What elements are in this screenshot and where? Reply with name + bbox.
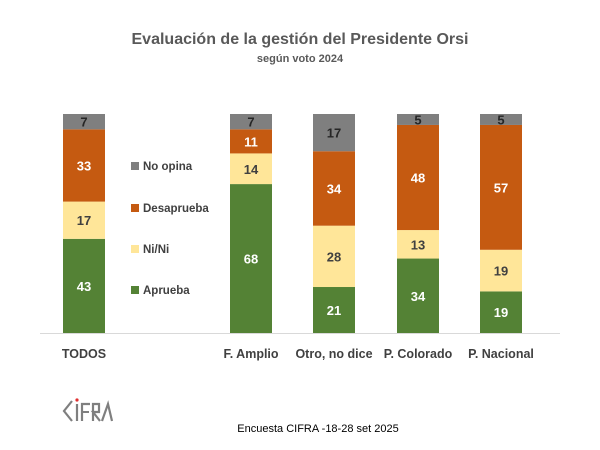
data-label: 34 bbox=[411, 289, 426, 304]
legend-entry: Aprueba bbox=[143, 285, 190, 297]
data-label: 7 bbox=[80, 115, 87, 130]
category-label: TODOS bbox=[62, 347, 106, 361]
bar-segment-desaprueba bbox=[397, 124, 439, 231]
data-label: 5 bbox=[414, 112, 421, 127]
category-label: P. Colorado bbox=[384, 347, 453, 361]
bar-segment-desaprueba bbox=[480, 124, 522, 250]
cifra-logo bbox=[62, 398, 114, 422]
data-label: 17 bbox=[327, 126, 341, 141]
bar-segment-ni-ni bbox=[313, 225, 355, 288]
bar-segment-no-opina bbox=[63, 114, 105, 130]
data-label: 17 bbox=[77, 213, 91, 228]
data-label: 57 bbox=[494, 180, 508, 195]
bar-segment-desaprueba bbox=[230, 129, 272, 154]
data-label: 13 bbox=[411, 237, 425, 252]
data-label: 19 bbox=[494, 305, 508, 320]
data-label: 68 bbox=[244, 252, 258, 267]
legend-swatch bbox=[131, 286, 139, 294]
data-label: 28 bbox=[327, 249, 341, 264]
bar-segment-no-opina bbox=[480, 114, 522, 125]
bar-segment-aprueba bbox=[480, 291, 522, 333]
source-note: Encuesta CIFRA -18-28 set 2025 bbox=[237, 423, 398, 435]
bar-segment-ni-ni bbox=[230, 153, 272, 185]
bar-segment-no-opina bbox=[313, 114, 355, 152]
data-label: 5 bbox=[497, 112, 504, 127]
category-label: Otro, no dice bbox=[295, 347, 372, 361]
bar-segment-ni-ni bbox=[397, 230, 439, 259]
data-label: 19 bbox=[494, 264, 508, 279]
data-label: 11 bbox=[244, 134, 258, 149]
chart-title: Evaluación de la gestión del Presidente … bbox=[132, 31, 469, 48]
bar-segment-ni-ni bbox=[480, 249, 522, 292]
bar-segment-no-opina bbox=[397, 114, 439, 125]
data-label: 21 bbox=[327, 303, 341, 318]
bar-segment-aprueba bbox=[230, 184, 272, 333]
chart-subtitle: según voto 2024 bbox=[257, 53, 344, 65]
data-label: 33 bbox=[77, 158, 91, 173]
data-label: 43 bbox=[77, 279, 91, 294]
bar-segment-desaprueba bbox=[313, 151, 355, 226]
legend-swatch bbox=[131, 245, 139, 253]
legend-swatch bbox=[131, 204, 139, 212]
legend-entry: Ni/Ni bbox=[143, 244, 169, 256]
bar-segment-ni-ni bbox=[63, 201, 105, 239]
category-label: P. Nacional bbox=[468, 347, 534, 361]
bar-segment-desaprueba bbox=[63, 129, 105, 202]
legend-entry: No opina bbox=[143, 161, 193, 173]
data-label: 48 bbox=[411, 171, 425, 186]
category-label: F. Amplio bbox=[223, 347, 278, 361]
data-label: 7 bbox=[247, 115, 254, 130]
bar-segment-aprueba bbox=[313, 287, 355, 333]
bar-segment-aprueba bbox=[63, 238, 105, 333]
legend-swatch bbox=[131, 162, 139, 170]
data-label: 34 bbox=[327, 181, 342, 196]
bar-segment-aprueba bbox=[397, 258, 439, 333]
data-label: 14 bbox=[244, 162, 259, 177]
bar-segment-no-opina bbox=[230, 114, 272, 130]
legend-entry: Desaprueba bbox=[143, 203, 209, 215]
